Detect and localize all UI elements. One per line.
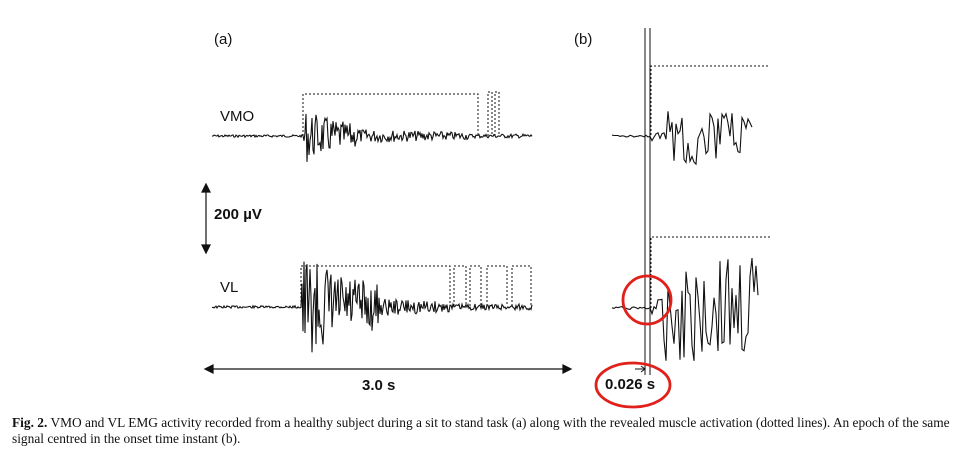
activation-dotted-b	[650, 65, 770, 308]
vmo-emg-trace-b	[611, 111, 753, 166]
vl-emg-trace-b	[611, 257, 759, 361]
vl-channel-label: VL	[220, 279, 239, 296]
vl-activation-dotted	[300, 265, 532, 306]
caption-text: VMO and VL EMG activity recorded from a …	[12, 415, 950, 446]
caption-label: Fig. 2.	[12, 415, 48, 430]
amplitude-scale-bar	[201, 182, 211, 255]
panel-a-label: (a)	[214, 31, 233, 48]
amplitude-scale-label: 200 µV	[214, 206, 262, 223]
time-scale-label-b: 0.026 s	[605, 376, 656, 393]
vmo-emg-trace-a	[211, 113, 533, 162]
duration-highlight-circle	[594, 361, 672, 409]
onset-lines	[644, 28, 651, 375]
time-scale-bar-b	[635, 365, 646, 373]
time-scale-label-a: 3.0 s	[362, 377, 396, 394]
vl-emg-trace-a	[211, 261, 533, 353]
onset-highlight-circle	[621, 274, 673, 326]
figure-caption: Fig. 2. VMO and VL EMG activity recorded…	[12, 415, 967, 447]
vmo-activation-dotted	[302, 91, 500, 136]
panel-b-label: (b)	[574, 31, 593, 48]
time-scale-bar-a	[203, 364, 573, 374]
vmo-channel-label: VMO	[220, 108, 255, 125]
